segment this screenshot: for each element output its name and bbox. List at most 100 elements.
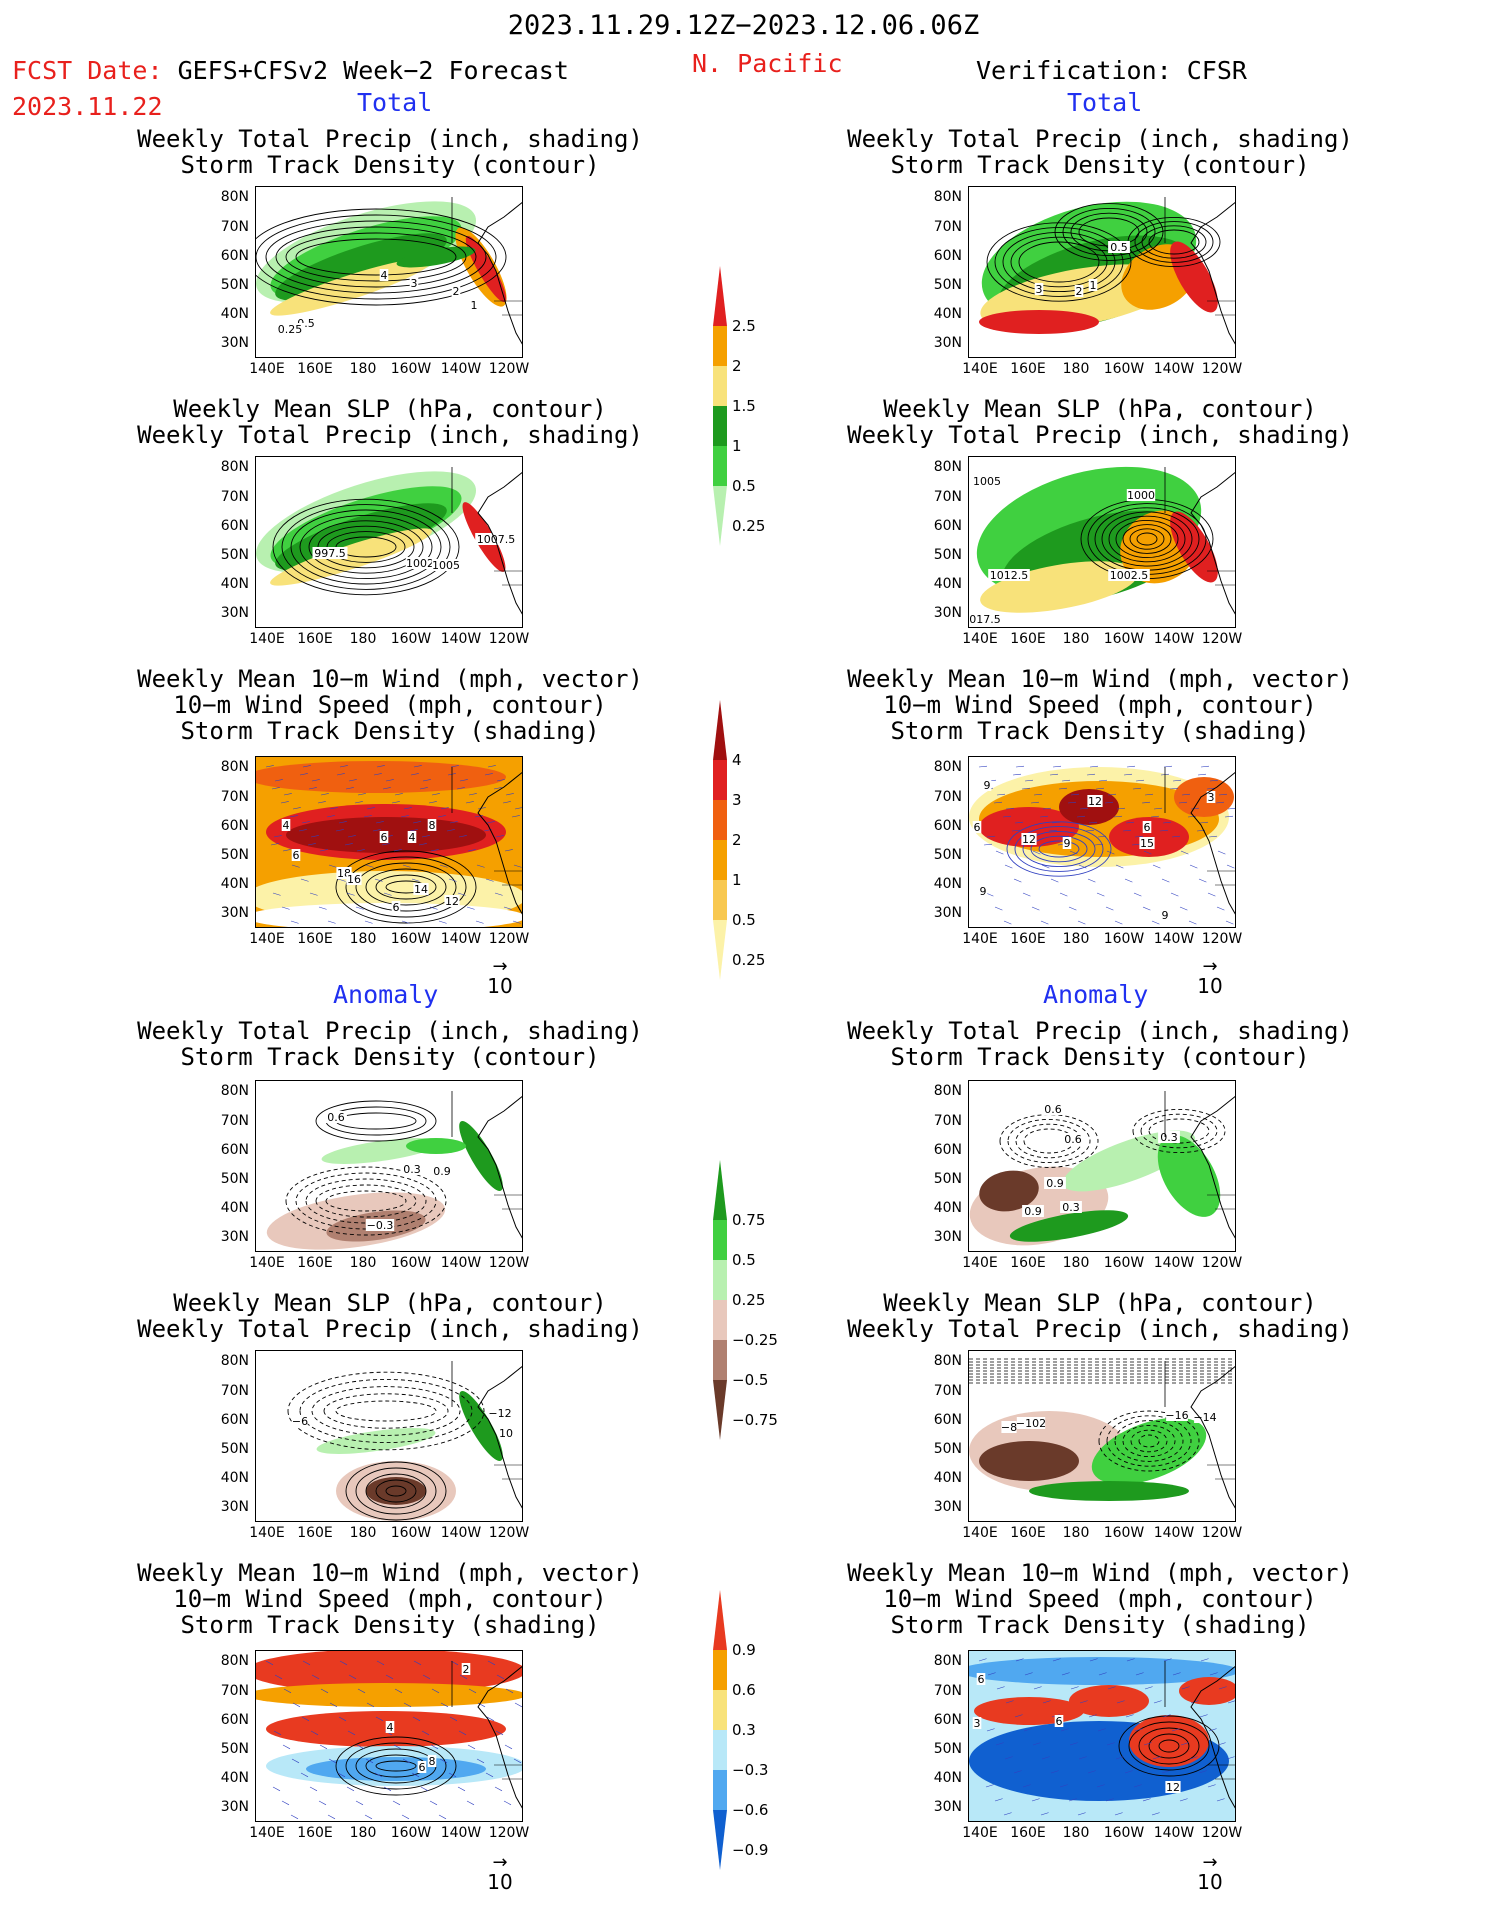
wind-vector — [327, 1814, 336, 1820]
wind-vector — [365, 864, 374, 868]
contour-label: 9 — [984, 779, 991, 792]
contour-label: 1002 — [406, 557, 434, 570]
lat-tick-label: 50N — [933, 1741, 962, 1757]
wind-vector — [1087, 878, 1096, 883]
wind-vector — [1198, 1770, 1207, 1774]
contour-label: 6 — [393, 901, 400, 914]
wind-vector — [403, 807, 412, 810]
lat-tick-label: 50N — [933, 277, 962, 293]
main-title: 2023.11.29.12Z−2023.12.06.06Z — [507, 10, 980, 41]
wind-vector — [1143, 1742, 1152, 1746]
storm-anom-fill — [1129, 1715, 1209, 1767]
contour-label: −14 — [1193, 1411, 1216, 1424]
contour-label: 3 — [1208, 791, 1215, 804]
lon-tick-label: 160W — [390, 1255, 432, 1271]
contour-label-bg — [427, 819, 437, 831]
contour-line — [1006, 821, 1112, 877]
colorbar-segment — [713, 1260, 727, 1300]
lon-tick-label: 140E — [249, 631, 285, 647]
map-layer: −8−102 −16 −14 — [969, 1358, 1235, 1509]
wind-vector — [1005, 1700, 1014, 1704]
colorbar-label: 0.25 — [732, 1291, 766, 1309]
precip-fill — [396, 246, 476, 268]
wind-vector — [393, 1744, 402, 1750]
wind-vector — [357, 1688, 366, 1694]
contour-line — [1115, 520, 1179, 558]
coastline — [477, 1665, 522, 1809]
lon-tick-label: 140E — [249, 1525, 285, 1541]
contour-label: 0.5 — [1110, 241, 1128, 254]
map-plot: −8−102 −16 −14 — [969, 1358, 1235, 1509]
colorbar-label: 0.6 — [732, 1681, 756, 1699]
wind-vector — [1144, 1686, 1153, 1690]
contour-label: 1 — [1090, 279, 1097, 292]
contour-line — [315, 1184, 417, 1218]
wind-vector — [1089, 765, 1099, 768]
wind-vector — [413, 765, 422, 768]
arrow-right-icon: → — [492, 956, 508, 977]
contour-label: −16 — [1165, 1409, 1188, 1422]
contour-line — [375, 1760, 417, 1772]
wind-vector — [364, 920, 373, 924]
coastline — [1190, 471, 1235, 615]
title-line: Weekly Total Precip (inch, shading) — [137, 421, 643, 449]
title-line: 10−m Wind Speed (mph, contour) — [173, 691, 607, 719]
wind-vector — [265, 765, 274, 768]
contour-label-bg — [1062, 1133, 1084, 1145]
lon-tick-label: 120W — [1201, 631, 1243, 647]
contour-line — [287, 1371, 485, 1451]
wind-vector — [1180, 850, 1189, 855]
wind-vector — [393, 849, 402, 852]
wind-vector — [311, 779, 320, 782]
contour-label-bg — [1088, 279, 1098, 291]
lat-tick-label: 30N — [933, 1499, 962, 1515]
lat-tick-label: 80N — [933, 189, 962, 205]
wind-vector — [336, 773, 345, 776]
wind-vector — [1115, 864, 1124, 869]
wind-vector — [1024, 779, 1034, 782]
wind-vector — [440, 807, 449, 810]
contour-label-bg — [969, 613, 1003, 625]
storm-anom-fill — [969, 1657, 1235, 1685]
wind-vector — [1070, 793, 1080, 796]
contour-label: 0.6 — [1064, 1133, 1082, 1146]
contour-line — [1094, 507, 1200, 571]
lon-tick-label: 180 — [349, 361, 377, 377]
contour-line — [1078, 217, 1140, 247]
wind-vector — [457, 892, 466, 896]
contour-line — [1122, 524, 1172, 554]
contour-label-bg — [1158, 1131, 1180, 1143]
contour-label: 9 — [1162, 909, 1169, 922]
wind-vector — [1207, 892, 1216, 897]
wind-vector — [1050, 1770, 1059, 1774]
wind-vector — [466, 1800, 475, 1806]
colorbar-label: 0.5 — [732, 477, 756, 495]
contour-label: 4 — [283, 819, 290, 832]
contour-label: 2 — [453, 285, 460, 298]
wind-vector — [392, 1800, 401, 1806]
contour-line — [323, 1393, 449, 1429]
contour-line — [315, 1100, 437, 1142]
lat-tick-label: 80N — [933, 1653, 962, 1669]
wind-vector — [1012, 773, 1022, 776]
contour-label-bg — [978, 885, 988, 897]
wind-vector — [1116, 807, 1126, 810]
precip-anom-fill — [1091, 1417, 1207, 1485]
wind-vector — [1076, 815, 1086, 818]
wind-vector — [382, 787, 391, 790]
lon-tick-label: 160W — [390, 1525, 432, 1541]
wind-vector — [1200, 1658, 1209, 1662]
wind-vector — [495, 1730, 504, 1736]
colorbar-label: 0.9 — [732, 1641, 756, 1659]
contour-label: 8 — [429, 1755, 436, 1768]
wind-vector — [1060, 835, 1070, 838]
wind-vector — [1122, 829, 1132, 832]
contour-label-bg — [1021, 833, 1037, 845]
wind-vector — [484, 773, 493, 776]
wind-vector — [1162, 821, 1172, 824]
lon-tick-label: 140W — [440, 1255, 482, 1271]
wind-vector — [1086, 773, 1096, 776]
lat-tick-label: 50N — [220, 277, 249, 293]
colorbar-storm-total — [713, 700, 727, 980]
lat-tick-label: 60N — [220, 518, 249, 534]
